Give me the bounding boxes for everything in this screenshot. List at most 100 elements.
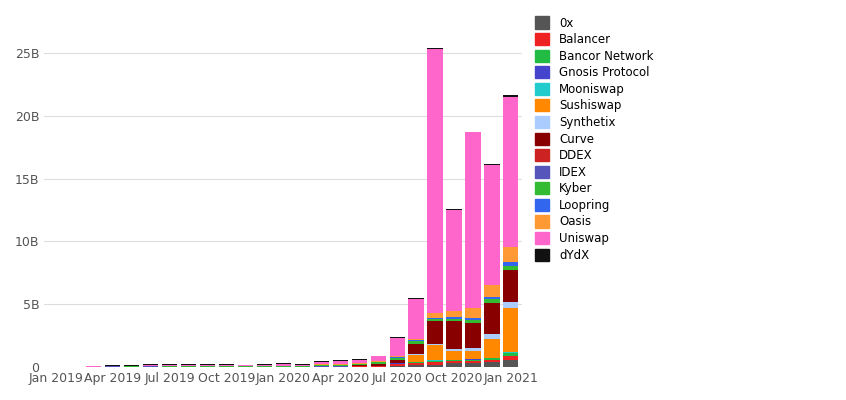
Bar — [447, 317, 462, 318]
Bar — [485, 362, 499, 367]
Bar — [427, 365, 442, 367]
Bar — [371, 366, 386, 367]
Bar — [503, 262, 519, 266]
Bar — [389, 358, 404, 360]
Bar — [465, 323, 481, 348]
Bar — [503, 356, 519, 360]
Bar — [427, 345, 442, 360]
Bar — [389, 337, 404, 338]
Bar — [427, 48, 442, 49]
Bar — [257, 364, 272, 365]
Bar — [427, 49, 442, 313]
Bar — [503, 96, 519, 247]
Bar — [276, 364, 291, 366]
Bar — [503, 360, 519, 367]
Bar — [503, 95, 519, 96]
Bar — [485, 165, 499, 284]
Bar — [352, 360, 367, 363]
Bar — [181, 364, 196, 365]
Bar — [332, 364, 348, 365]
Bar — [447, 318, 462, 321]
Bar — [485, 297, 499, 299]
Bar — [485, 164, 499, 165]
Bar — [352, 365, 367, 366]
Bar — [465, 360, 481, 361]
Bar — [503, 247, 519, 262]
Bar — [465, 363, 481, 367]
Bar — [409, 344, 424, 354]
Bar — [219, 365, 234, 366]
Bar — [447, 362, 462, 363]
Bar — [332, 361, 348, 364]
Bar — [371, 356, 386, 361]
Bar — [314, 362, 329, 364]
Bar — [409, 362, 424, 363]
Bar — [162, 364, 177, 365]
Bar — [409, 363, 424, 365]
Bar — [503, 270, 519, 302]
Bar — [427, 318, 442, 321]
Bar — [409, 298, 424, 299]
Legend: 0x, Balancer, Bancor Network, Gnosis Protocol, Mooniswap, Sushiswap, Synthetix, : 0x, Balancer, Bancor Network, Gnosis Pro… — [533, 14, 656, 264]
Bar — [409, 340, 424, 341]
Bar — [238, 364, 253, 365]
Bar — [371, 362, 386, 364]
Bar — [314, 364, 329, 365]
Bar — [143, 364, 158, 365]
Bar — [371, 361, 386, 362]
Bar — [447, 363, 462, 367]
Bar — [162, 365, 177, 366]
Bar — [427, 313, 442, 318]
Bar — [219, 364, 234, 365]
Bar — [219, 366, 234, 367]
Bar — [485, 360, 499, 362]
Bar — [409, 354, 424, 355]
Bar — [389, 356, 404, 357]
Bar — [257, 365, 272, 366]
Bar — [409, 299, 424, 339]
Bar — [465, 308, 481, 318]
Bar — [332, 366, 348, 367]
Bar — [503, 308, 519, 352]
Bar — [371, 364, 386, 366]
Bar — [409, 365, 424, 367]
Bar — [485, 339, 499, 358]
Bar — [447, 349, 462, 351]
Bar — [352, 366, 367, 367]
Bar — [447, 360, 462, 362]
Bar — [447, 210, 462, 311]
Bar — [238, 366, 253, 367]
Bar — [409, 341, 424, 344]
Bar — [447, 351, 462, 360]
Bar — [352, 364, 367, 365]
Bar — [257, 366, 272, 367]
Bar — [314, 361, 329, 362]
Bar — [294, 366, 310, 367]
Bar — [465, 351, 481, 359]
Bar — [465, 361, 481, 363]
Bar — [427, 344, 442, 345]
Bar — [276, 366, 291, 367]
Bar — [485, 334, 499, 339]
Bar — [427, 362, 442, 365]
Bar — [427, 321, 442, 344]
Bar — [465, 320, 481, 323]
Bar — [332, 365, 348, 366]
Bar — [465, 132, 481, 308]
Bar — [389, 360, 404, 363]
Bar — [447, 321, 462, 349]
Bar — [389, 338, 404, 356]
Bar — [200, 366, 215, 367]
Bar — [389, 364, 404, 366]
Bar — [485, 358, 499, 360]
Bar — [503, 302, 519, 308]
Bar — [276, 363, 291, 364]
Bar — [200, 364, 215, 365]
Bar — [314, 366, 329, 367]
Bar — [447, 311, 462, 317]
Bar — [485, 303, 499, 334]
Bar — [465, 348, 481, 351]
Bar — [238, 365, 253, 366]
Bar — [162, 366, 177, 367]
Bar — [503, 352, 519, 353]
